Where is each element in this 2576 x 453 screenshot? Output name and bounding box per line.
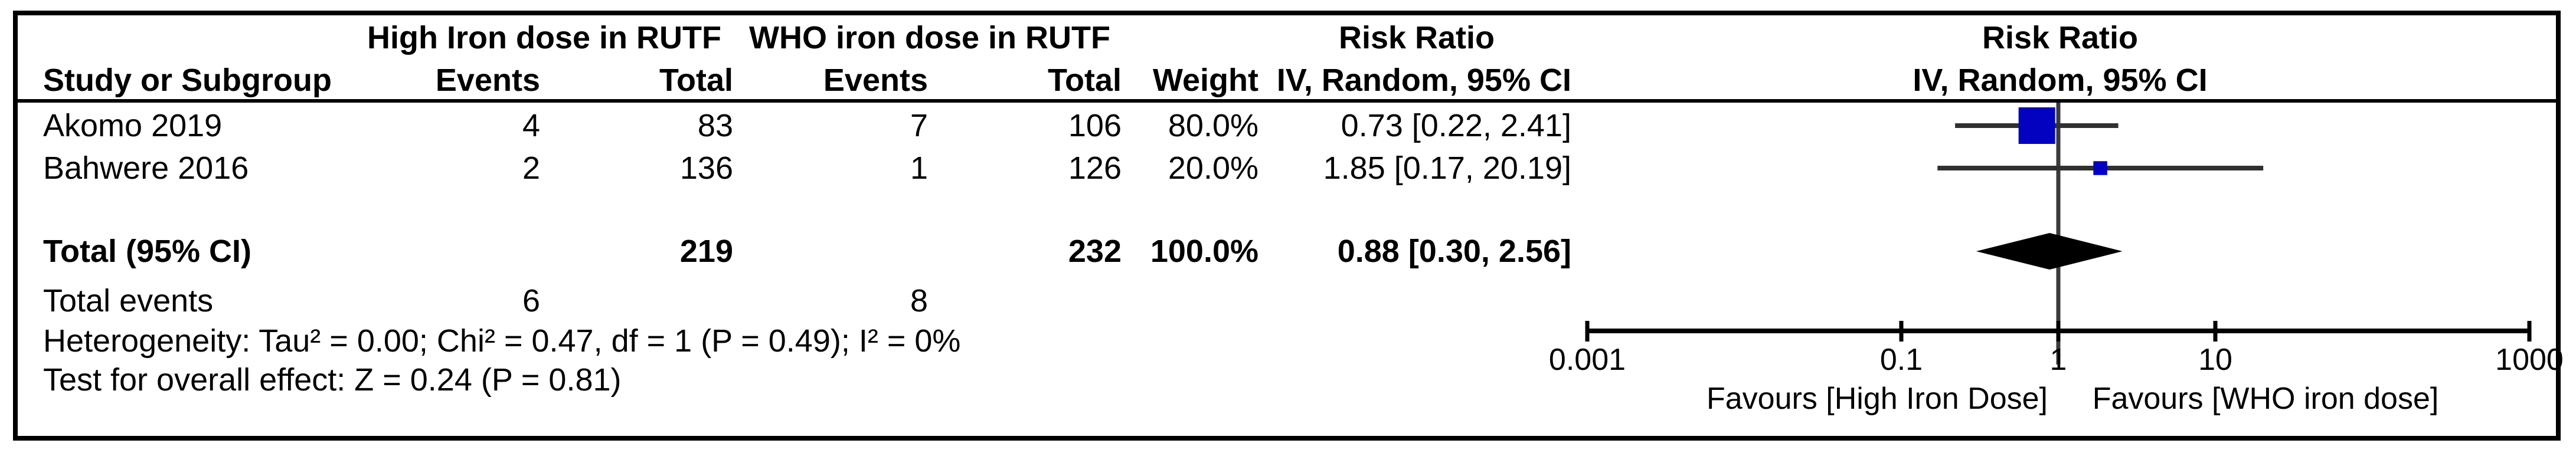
study-name: Bahwere 2016 [43,150,249,186]
ci-plot-column-header: IV, Random, 95% CI [1913,63,2208,98]
header-divider-line [15,99,2561,103]
risk-ratio-plot-header: Risk Ratio [1982,20,2139,55]
heterogeneity-text: Heterogeneity: Tau² = 0.00; Chi² = 0.47,… [43,323,961,359]
overall-effect-text: Test for overall effect: Z = 0.24 (P = 0… [43,362,622,398]
total-events-group2: 8 [910,283,928,319]
total2-column-header: Total [1048,63,1122,98]
total-events-group1: 6 [522,283,540,319]
events1-column-header: Events [435,63,540,98]
total-row-total2: 232 [1068,234,1122,269]
overall-diamond [1976,233,2123,270]
x-axis-tick-label: 1000 [2495,343,2564,377]
figure-border [13,11,2561,441]
total-row-ci: 0.88 [0.30, 2.56] [1337,234,1571,269]
study-events1: 4 [522,108,540,143]
study-weight: 20.0% [1168,150,1258,186]
study-total2: 126 [1068,150,1122,186]
study-ci-estimate: 1.85 [0.17, 20.19] [1323,150,1571,186]
study-events2: 7 [910,108,928,143]
x-axis-tick-label: 0.001 [1548,343,1626,377]
total-row-total1: 219 [679,234,733,269]
ci-stats-column-header: IV, Random, 95% CI [1276,63,1571,98]
x-axis-tick-label: 0.1 [1879,343,1923,377]
total1-column-header: Total [659,63,733,98]
study-total1: 136 [679,150,733,186]
weight-column-header: Weight [1153,63,1258,98]
group1-header: High Iron dose in RUTF [367,20,721,55]
total-events-label: Total events [43,283,214,319]
effect-square [2018,107,2055,144]
group2-header: WHO iron dose in RUTF [749,20,1110,55]
study-ci-estimate: 0.73 [0.22, 2.41] [1341,108,1571,143]
study-events1: 2 [522,150,540,186]
study-total1: 83 [697,108,733,143]
events2-column-header: Events [823,63,928,98]
favours-left-label: Favours [High Iron Dose] [1706,382,2048,416]
total-row-weight: 100.0% [1150,234,1258,269]
favours-right-label: Favours [WHO iron dose] [2092,382,2439,416]
total-row-label: Total (95% CI) [43,234,252,269]
x-axis-tick-label: 10 [2198,343,2232,377]
risk-ratio-stats-header: Risk Ratio [1338,20,1495,55]
study-events2: 1 [910,150,928,186]
study-total2: 106 [1068,108,1122,143]
x-axis-tick-label: 1 [2049,343,2067,377]
effect-square [2093,161,2107,175]
study-name: Akomo 2019 [43,108,223,143]
study-weight: 80.0% [1168,108,1258,143]
study-column-header: Study or Subgroup [43,63,332,98]
